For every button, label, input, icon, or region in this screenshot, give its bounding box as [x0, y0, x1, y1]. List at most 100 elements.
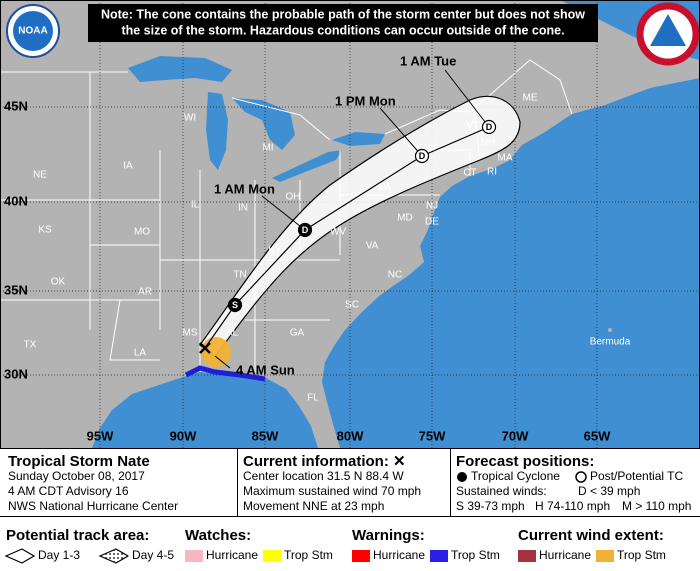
place-label: AR — [138, 287, 152, 298]
longitude-label: 75W — [419, 428, 446, 443]
storm-date: Sunday October 08, 2017 — [8, 469, 145, 483]
legend-label: Day 1-3 — [38, 548, 80, 562]
lake-ontario — [332, 132, 385, 146]
label-leaders — [214, 69, 490, 369]
trop-storm-warning — [184, 365, 266, 382]
wind-class: M > 110 mph — [622, 499, 691, 513]
office: NWS National Hurricane Center — [8, 499, 178, 513]
track-point — [227, 297, 243, 313]
place-label: KS — [38, 225, 52, 236]
wind-class: S 39-73 mph — [456, 499, 525, 513]
place-label: DE — [425, 217, 439, 228]
track-point-letter: D — [419, 151, 426, 161]
advisory: 4 AM CDT Advisory 16 — [8, 484, 129, 498]
bermuda-island — [608, 328, 612, 332]
longitude-label: 95W — [87, 428, 114, 443]
legend-heading: Watches: — [185, 527, 251, 544]
noaa-logo-inner — [13, 11, 53, 51]
track-label: 4 AM Sun — [236, 362, 295, 377]
place-label: AL — [226, 328, 239, 339]
place-label: IA — [123, 161, 133, 172]
longitude-label: 80W — [337, 428, 364, 443]
gulf-of-mexico — [92, 372, 318, 448]
place-label: LA — [134, 348, 147, 359]
place-label: FL — [307, 393, 319, 404]
track-point — [481, 119, 497, 135]
lake-michigan — [206, 92, 228, 170]
track-point-letter: S — [232, 300, 238, 310]
latitude-label: 30N — [4, 366, 28, 381]
swatch — [430, 550, 448, 562]
longitude-label: 90W — [170, 428, 197, 443]
current-heading: Current information: ✕ — [243, 453, 406, 470]
place-label: IL — [191, 200, 200, 211]
track-point — [297, 222, 313, 238]
track-label: 1 AM Tue — [400, 53, 456, 68]
swatch — [596, 550, 614, 562]
day45-icon — [98, 548, 130, 564]
legend-heading: Warnings: — [352, 527, 425, 544]
place-label: GA — [290, 328, 305, 339]
winds-label: Sustained winds: — [456, 484, 547, 498]
storm-name: Tropical Storm Nate — [8, 453, 150, 470]
place-label: MS — [183, 328, 198, 339]
place-label: KY — [268, 245, 282, 256]
place-label: WI — [184, 113, 196, 124]
track-legend-heading: Potential track area: — [6, 527, 149, 544]
place-label: MD — [397, 213, 413, 224]
place-label: SC — [345, 300, 359, 311]
place-label: NJ — [426, 201, 438, 212]
swatch — [263, 550, 281, 562]
latitude-label: 35N — [4, 282, 28, 297]
place-label: MO — [134, 227, 150, 238]
post-icon — [575, 471, 587, 483]
border-line — [0, 59, 573, 141]
longitude-label: 65W — [584, 428, 611, 443]
note-box — [88, 4, 598, 42]
panel-rules — [0, 448, 700, 517]
place-label: MA — [498, 153, 513, 164]
legend-label: Trop Stm — [451, 548, 500, 562]
lake-erie — [272, 150, 342, 182]
forecast-heading: Forecast positions: — [456, 453, 594, 470]
wind-extent — [201, 337, 231, 367]
forecast-cone — [199, 95, 521, 358]
longitude-label: 85W — [252, 428, 279, 443]
longitude-label: 70W — [502, 428, 529, 443]
swatch — [352, 550, 370, 562]
track-label: 1 AM Mon — [214, 181, 275, 196]
legend-label: Trop Stm — [284, 548, 333, 562]
latitude-label: 40N — [4, 193, 28, 208]
place-label: CT — [463, 168, 476, 179]
swatch — [185, 550, 203, 562]
place-label: RI — [487, 167, 497, 178]
legend-heading: Current wind extent: — [518, 527, 664, 544]
track-points: D D D S — [227, 119, 497, 313]
wind-class: H 74-110 mph — [535, 499, 610, 513]
place-label: NY — [423, 143, 437, 154]
note-line: Note: The cone contains the probable pat… — [101, 7, 585, 21]
legend-label: Hurricane — [539, 548, 591, 562]
place-label: VT — [467, 121, 480, 132]
place-label: PA — [379, 183, 392, 194]
legend-label: Hurricane — [206, 548, 258, 562]
post-label: Post/Potential TC — [590, 469, 683, 483]
place-label: VA — [366, 241, 379, 252]
place-label: NH — [481, 138, 495, 149]
wind-class: D < 39 mph — [578, 484, 640, 498]
nws-logo-mark — [650, 14, 686, 46]
place-label: OH — [286, 192, 301, 203]
track-point-letter: D — [486, 122, 493, 132]
lake-superior — [128, 56, 232, 82]
note-line: the size of the storm. Hazardous conditi… — [121, 23, 564, 37]
legend-label: Trop Stm — [617, 548, 666, 562]
track-point — [414, 148, 430, 164]
place-label: ME — [523, 93, 538, 104]
place-label: OK — [51, 277, 66, 288]
swatch — [518, 550, 536, 562]
place-label: Bermuda — [590, 337, 631, 348]
current-line: Center location 31.5 N 88.4 W — [243, 469, 404, 483]
